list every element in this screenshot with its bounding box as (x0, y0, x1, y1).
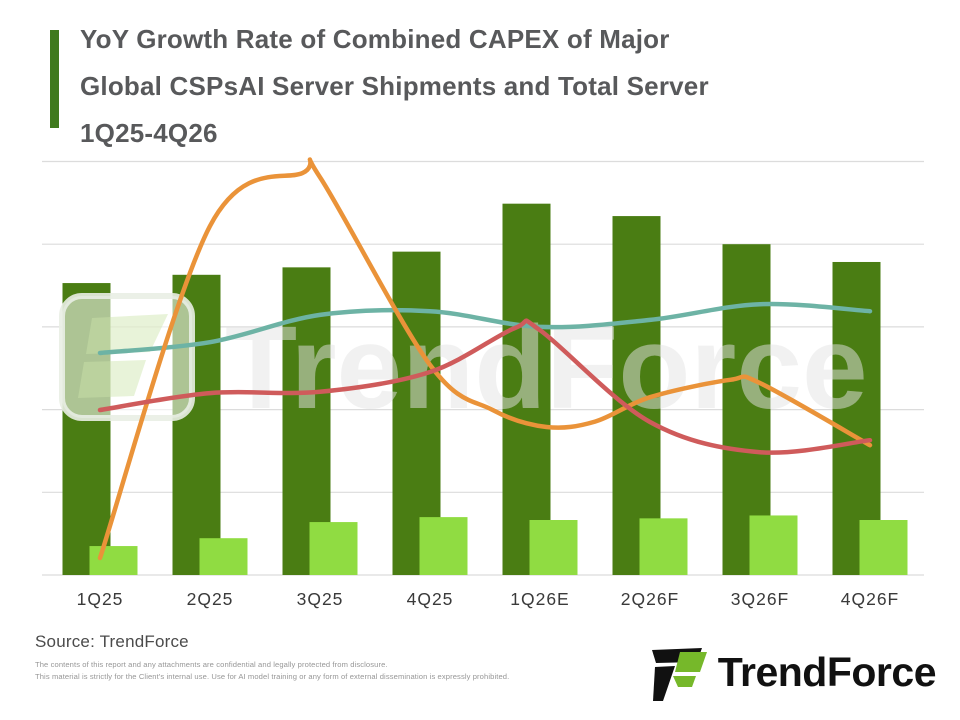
disclaimer-line-1: The contents of this report and any atta… (35, 660, 388, 669)
watermark-text-underlay: TrendForce (225, 302, 868, 434)
x-axis-label-4q25: 4Q25 (407, 589, 454, 609)
x-axis-label-2q26f: 2Q26F (621, 589, 680, 609)
x-axis-label-3q26f: 3Q26F (731, 589, 790, 609)
source-label: Source: TrendForce (35, 632, 189, 651)
orange-line (97, 157, 873, 561)
watermark-logo-shape-bottom (78, 360, 146, 398)
x-axis-label-1q25: 1Q25 (77, 589, 124, 609)
teal-line (97, 301, 873, 356)
watermark-logo-mark (59, 293, 195, 421)
trendforce-logo-text: TrendForce (717, 649, 937, 695)
watermark-logo-shape-top (86, 314, 168, 354)
light-bar-2q25 (199, 538, 248, 575)
light-bar-3q26f (749, 515, 798, 575)
light-bar-2q26f (639, 518, 688, 575)
title-line-2: Global CSPsAI Server Shipments and Total… (80, 71, 709, 101)
x-axis-label-1q26e: 1Q26E (510, 589, 569, 609)
dark-bar-1q26e (502, 203, 551, 575)
disclaimer-line-2: This material is strictly for the Client… (35, 672, 510, 681)
x-axis-label-2q25: 2Q25 (187, 589, 234, 609)
trendforce-logo: TrendForce (650, 641, 937, 703)
title-line-1: YoY Growth Rate of Combined CAPEX of Maj… (80, 24, 670, 54)
page-title: YoY Growth Rate of Combined CAPEX of Maj… (80, 16, 920, 157)
x-axis-label-4q26f: 4Q26F (841, 589, 900, 609)
light-bar-3q25 (309, 522, 358, 575)
light-bar-4q26f (859, 520, 908, 575)
light-bar-1q25 (89, 546, 138, 575)
light-bar-1q26e (529, 520, 578, 575)
red-line (97, 318, 873, 455)
title-line-3: 1Q25-4Q26 (80, 118, 218, 148)
trendforce-logo-mark (651, 648, 707, 701)
x-axis-label-3q25: 3Q25 (297, 589, 344, 609)
light-bar-4q25 (419, 517, 468, 575)
title-accent-bar (50, 30, 59, 128)
watermark-text: TrendForce (225, 302, 868, 434)
